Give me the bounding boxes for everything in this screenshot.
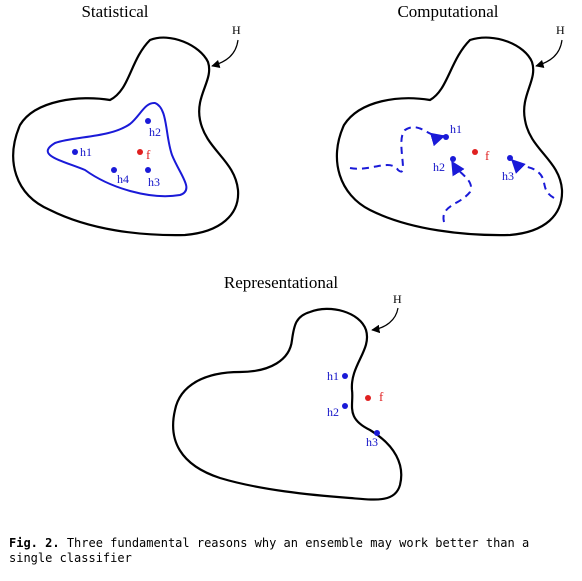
hypothesis-dot-h4	[111, 167, 117, 173]
hypothesis-dot-h1	[342, 373, 348, 379]
target-dot-f	[137, 149, 143, 155]
panel-title-computational: Computational	[397, 2, 498, 21]
space-pointer-arrow	[371, 307, 399, 334]
hypothesis-dot-h3	[374, 430, 380, 436]
hypothesis-space-outline	[335, 36, 564, 237]
hypothesis-dot-h3	[145, 167, 151, 173]
hypothesis-label-h4: h4	[117, 172, 129, 186]
hypothesis-dot-h3	[507, 155, 513, 161]
hypothesis-space-outline	[12, 36, 240, 237]
panel-title-representational: Representational	[224, 273, 339, 292]
hypothesis-label-h2: h2	[433, 160, 445, 174]
caption-figure-label: Fig. 2.	[9, 536, 60, 550]
panel-representational: Representational H h1 h2 h3 f	[172, 273, 403, 501]
space-pointer-arrow	[535, 39, 563, 68]
figure-caption: Fig. 2. Three fundamental reasons why an…	[9, 536, 569, 566]
search-path-h3	[511, 159, 555, 199]
caption-text: Three fundamental reasons why an ensembl…	[9, 536, 530, 565]
panel-title-statistical: Statistical	[81, 2, 148, 21]
good-hypotheses-region	[46, 102, 188, 198]
hypothesis-label-h3: h3	[502, 169, 514, 183]
target-dot-f	[472, 149, 478, 155]
target-label-f: f	[485, 148, 490, 163]
hypothesis-label-h3: h3	[148, 175, 160, 189]
hypothesis-label-h1: h1	[327, 369, 339, 383]
hypothesis-label-h2: h2	[149, 125, 161, 139]
hypothesis-label-h3: h3	[366, 435, 378, 449]
hypothesis-dot-h2	[450, 156, 456, 162]
search-path-h2	[442, 160, 472, 223]
panel-statistical: Statistical H h1 h2 h3 h4 f	[12, 2, 241, 237]
hypothesis-dot-h1	[443, 134, 449, 140]
target-dot-f	[365, 395, 371, 401]
target-label-f: f	[146, 147, 151, 162]
target-label-f: f	[379, 389, 384, 404]
hypothesis-label-h1: h1	[450, 122, 462, 136]
space-label-h: H	[556, 23, 565, 37]
hypothesis-dot-h2	[342, 403, 348, 409]
hypothesis-space-outline	[172, 307, 403, 501]
hypothesis-dot-h2	[145, 118, 151, 124]
hypothesis-dot-h1	[72, 149, 78, 155]
space-pointer-arrow	[211, 39, 239, 68]
space-label-h: H	[393, 292, 402, 306]
space-label-h: H	[232, 23, 241, 37]
hypothesis-label-h1: h1	[80, 145, 92, 159]
panel-computational: Computational H h1 h2 h3 f	[335, 2, 565, 237]
hypothesis-label-h2: h2	[327, 405, 339, 419]
search-path-h1	[349, 126, 446, 173]
